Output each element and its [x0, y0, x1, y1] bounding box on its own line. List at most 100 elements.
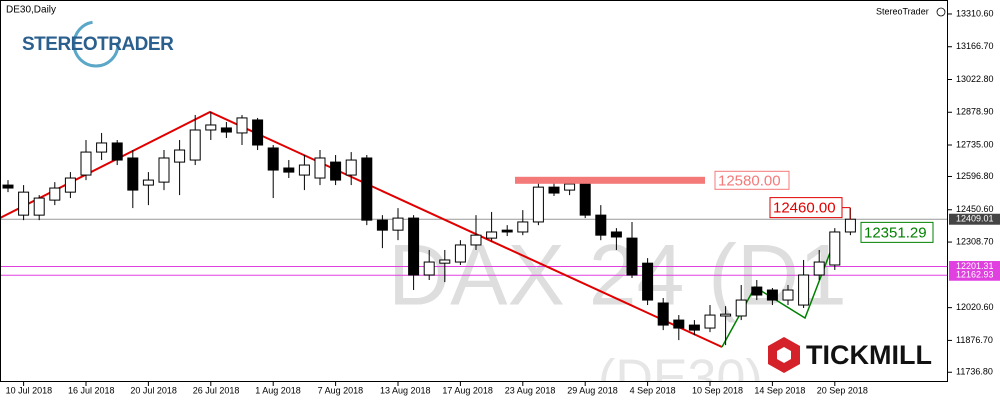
candle-body [813, 261, 825, 276]
logo-right: TICKMILL [762, 330, 947, 380]
x-tick-label: 10 Jul 2018 [6, 385, 53, 395]
candle-body [704, 314, 716, 329]
x-tick-label: 20 Jul 2018 [130, 385, 177, 395]
logo-text: STEREOTRADER [22, 34, 174, 55]
logo-icon-inner [777, 347, 791, 363]
candle-body [189, 129, 201, 161]
x-tick-label: 20 Sep 2018 [817, 385, 868, 395]
candle-body [392, 217, 404, 231]
level-tag-label: 12162.93 [956, 270, 994, 280]
candle-body [408, 217, 420, 276]
annotation-box [714, 170, 790, 190]
x-tick-label: 13 Aug 2018 [380, 385, 431, 395]
annotation-label: 12460.00 [773, 200, 836, 217]
candle-body [844, 218, 856, 233]
x-tick-label: 29 Aug 2018 [567, 385, 618, 395]
y-tick-label: 11736.80 [956, 367, 993, 377]
candle-body [423, 261, 435, 276]
annotation-label: 12351.29 [864, 224, 927, 241]
symbol: DE30,Daily [6, 5, 56, 16]
plot-border [0, 0, 948, 382]
annotation-label: 12580.00 [718, 172, 781, 189]
y-tick-label: 12308.70 [956, 236, 994, 246]
x-tick-label: 16 Jul 2018 [68, 385, 115, 395]
y-tick-label: 12450.60 [956, 204, 994, 214]
brand: StereoTrader [876, 6, 929, 16]
annotation-box [860, 221, 934, 243]
candle-body [548, 186, 560, 194]
annotation-leader [842, 207, 851, 220]
x-tick-label: 7 Aug 2018 [318, 385, 364, 395]
candle-body [111, 142, 123, 161]
candle-body [127, 157, 139, 191]
candle-body [657, 302, 669, 326]
candle-body [158, 157, 170, 183]
candle-body [205, 124, 217, 131]
watermark-sub: (DE30) [598, 350, 763, 400]
candle-body [673, 319, 685, 329]
y-tick-label: 12878.90 [956, 107, 994, 117]
candle-body [439, 259, 451, 264]
candle-body [688, 324, 700, 331]
candle-body [376, 219, 388, 231]
candle-body [610, 231, 622, 238]
candle-body [579, 183, 591, 216]
candle-body [782, 289, 794, 301]
y-tick-label: 11876.70 [956, 335, 993, 345]
x-tick-label: 14 Sep 2018 [754, 385, 805, 395]
y-tick-label: 12596.80 [956, 171, 994, 181]
y-tick-label: 13310.60 [956, 8, 994, 18]
price-tag [949, 213, 1000, 225]
candle-body [595, 214, 607, 236]
plot: 12580.00 12460.00 12351.29 [0, 110, 948, 348]
candle-body [486, 231, 498, 239]
candle-body [626, 237, 638, 276]
candle-body [532, 186, 544, 223]
candle-body [564, 183, 576, 191]
level-tag [949, 269, 1000, 281]
brand-icon [936, 7, 946, 17]
candle-body [829, 231, 841, 266]
candle-body [798, 274, 810, 306]
x-tick-label: 17 Aug 2018 [442, 385, 493, 395]
candle-body [766, 289, 778, 301]
level-tag [949, 261, 1000, 273]
y-tick-label: 13166.70 [956, 41, 994, 51]
x-tick-label: 1 Aug 2018 [255, 385, 301, 395]
logo-left: STEREOTRADER [22, 20, 175, 68]
candle-body [18, 191, 30, 216]
candle-body [96, 142, 108, 153]
candle-body [735, 299, 747, 317]
x-tick-label: 10 Sep 2018 [692, 385, 743, 395]
candle-body [80, 151, 92, 176]
candle-body [501, 229, 513, 233]
candle-body [174, 149, 186, 163]
candle-body [267, 147, 279, 171]
candle-body [330, 161, 342, 181]
candle-body [49, 187, 61, 201]
x-tick-label: 23 Aug 2018 [505, 385, 556, 395]
candle-body [298, 164, 310, 176]
y-tick-label: 12735.00 [956, 139, 994, 149]
x-tick-label: 26 Jul 2018 [193, 385, 240, 395]
level-tag-label: 12201.31 [956, 261, 994, 271]
price-tag-label: 12409.01 [956, 214, 994, 224]
logo-text: TICKMILL [806, 340, 932, 370]
candle-body [236, 117, 248, 134]
candle-body [361, 157, 373, 221]
y-tick-label: 13022.80 [956, 74, 994, 84]
candle-body [252, 119, 264, 146]
resistance-zone [515, 176, 705, 184]
candle-body [2, 184, 14, 189]
x-tick-label: 4 Sep 2018 [630, 385, 676, 395]
candle-body [64, 177, 76, 193]
candle-body [517, 221, 529, 233]
candle-body [720, 313, 732, 317]
candle-body [314, 157, 326, 179]
candle-body [33, 197, 45, 216]
annotation-box [769, 197, 843, 219]
candle-body [142, 179, 154, 186]
candle-body [220, 127, 232, 133]
candle-body [751, 286, 763, 296]
